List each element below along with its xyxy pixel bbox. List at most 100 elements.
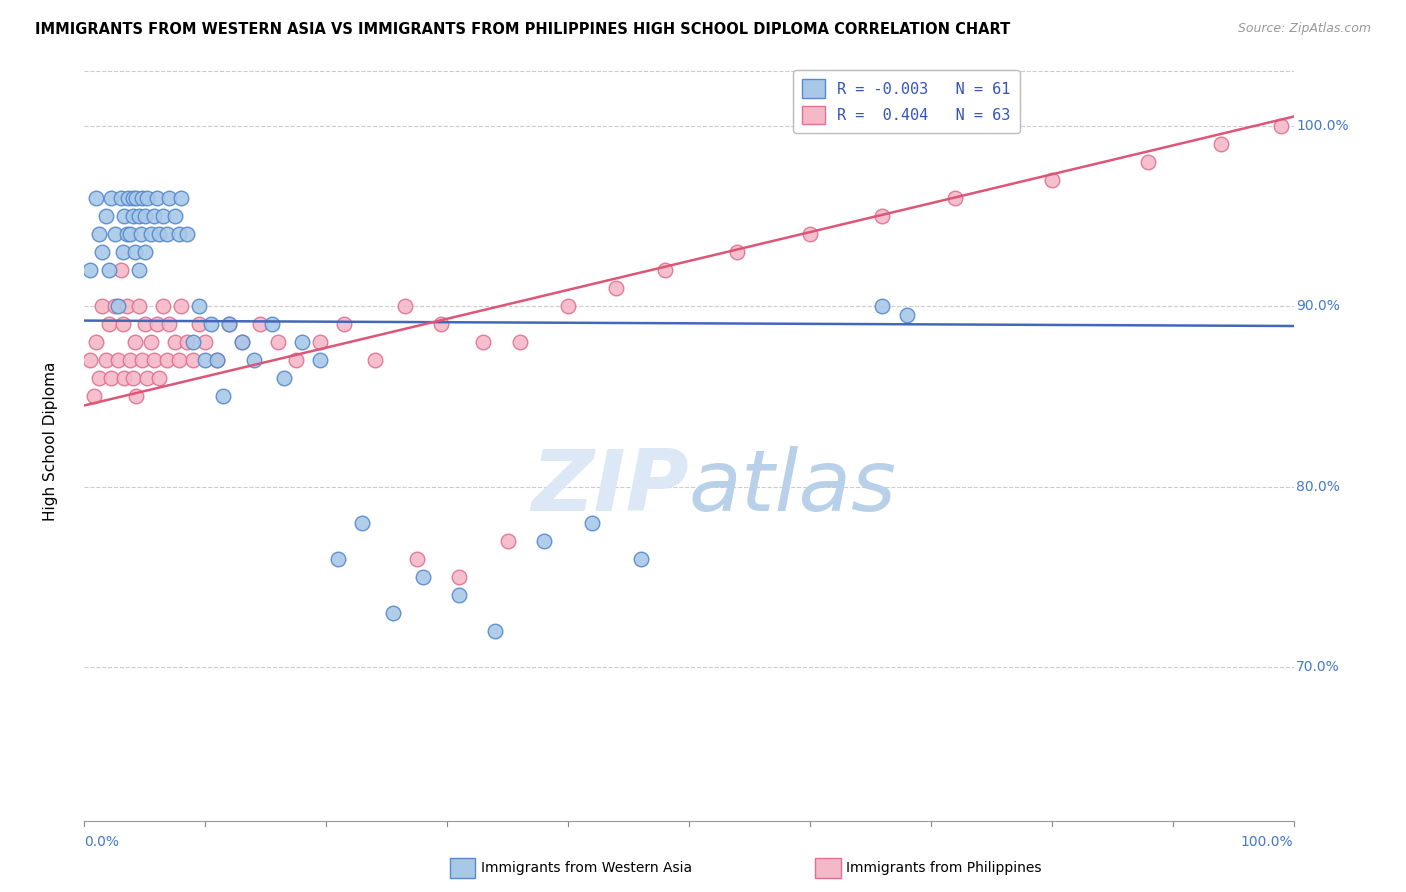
Point (363, 353, 385, 368)
Point (148, 371, 170, 385)
Point (352, 516, 374, 530)
Point (86, 335, 108, 350)
Point (194, 353, 217, 368)
Point (167, 227, 190, 241)
Point (143, 209, 166, 223)
Point (472, 335, 495, 350)
Text: Immigrants from Western Asia: Immigrants from Western Asia (481, 861, 692, 875)
Point (207, 353, 229, 368)
Point (394, 299, 416, 313)
Point (121, 371, 143, 385)
Point (605, 281, 627, 295)
Point (115, 227, 138, 241)
Point (181, 353, 204, 368)
Point (100, 371, 122, 385)
Point (124, 244, 146, 259)
Point (107, 353, 129, 368)
Point (100, 191, 122, 205)
Point (533, 533, 555, 548)
Point (136, 371, 159, 385)
Point (170, 191, 193, 205)
Point (218, 317, 240, 331)
Point (872, 209, 894, 223)
Point (136, 191, 159, 205)
Point (896, 308, 918, 322)
Point (139, 335, 162, 350)
Point (1270, 119, 1292, 133)
Point (176, 227, 198, 241)
Point (188, 317, 211, 331)
Point (83, 389, 105, 403)
Point (97, 263, 120, 277)
Point (143, 353, 166, 368)
Point (139, 227, 162, 241)
Point (291, 335, 314, 350)
Point (128, 299, 150, 313)
Point (134, 209, 156, 223)
Point (152, 209, 174, 223)
Point (112, 317, 135, 331)
Point (87, 371, 110, 385)
Point (129, 227, 152, 241)
Point (117, 191, 139, 205)
Point (91, 244, 114, 259)
Point (125, 191, 148, 205)
Point (79, 353, 101, 368)
Point (157, 317, 180, 331)
Point (188, 299, 211, 313)
Point (267, 335, 290, 350)
Point (309, 353, 332, 368)
Point (79, 263, 101, 277)
Point (121, 191, 143, 205)
Point (157, 191, 180, 205)
Point (155, 227, 177, 241)
Text: 80.0%: 80.0% (1296, 480, 1340, 493)
Text: High School Diploma: High School Diploma (44, 362, 58, 521)
Point (309, 335, 332, 350)
Point (200, 317, 222, 331)
Point (181, 335, 204, 350)
Point (231, 335, 253, 350)
Point (273, 371, 295, 385)
Point (107, 299, 129, 313)
Point (165, 209, 187, 223)
Point (124, 335, 146, 350)
Point (1040, 173, 1063, 187)
Point (170, 299, 193, 313)
Point (412, 570, 434, 584)
Point (86, 191, 108, 205)
Point (207, 353, 229, 368)
Point (333, 317, 356, 331)
Point (430, 317, 453, 331)
Point (231, 335, 253, 350)
Point (630, 552, 652, 566)
Point (112, 244, 135, 259)
Text: 70.0%: 70.0% (1296, 660, 1340, 674)
Point (110, 263, 132, 277)
Point (406, 552, 429, 566)
Point (148, 227, 170, 241)
Point (91, 299, 114, 313)
Point (872, 299, 894, 313)
Point (218, 317, 240, 331)
Point (128, 263, 150, 277)
Point (176, 335, 198, 350)
Point (125, 389, 148, 403)
Text: Source: ZipAtlas.com: Source: ZipAtlas.com (1237, 22, 1371, 36)
Point (104, 227, 127, 241)
Text: 100.0%: 100.0% (1241, 835, 1294, 849)
Point (152, 299, 174, 313)
Point (581, 516, 603, 530)
Point (120, 227, 142, 241)
Text: Immigrants from Philippines: Immigrants from Philippines (846, 861, 1042, 875)
Point (87, 227, 110, 241)
Point (128, 209, 150, 223)
Point (284, 353, 308, 368)
Point (799, 227, 821, 241)
Point (1137, 154, 1160, 169)
Point (194, 335, 217, 350)
Point (449, 588, 471, 602)
Point (496, 533, 519, 548)
Point (165, 335, 187, 350)
Point (654, 263, 676, 277)
